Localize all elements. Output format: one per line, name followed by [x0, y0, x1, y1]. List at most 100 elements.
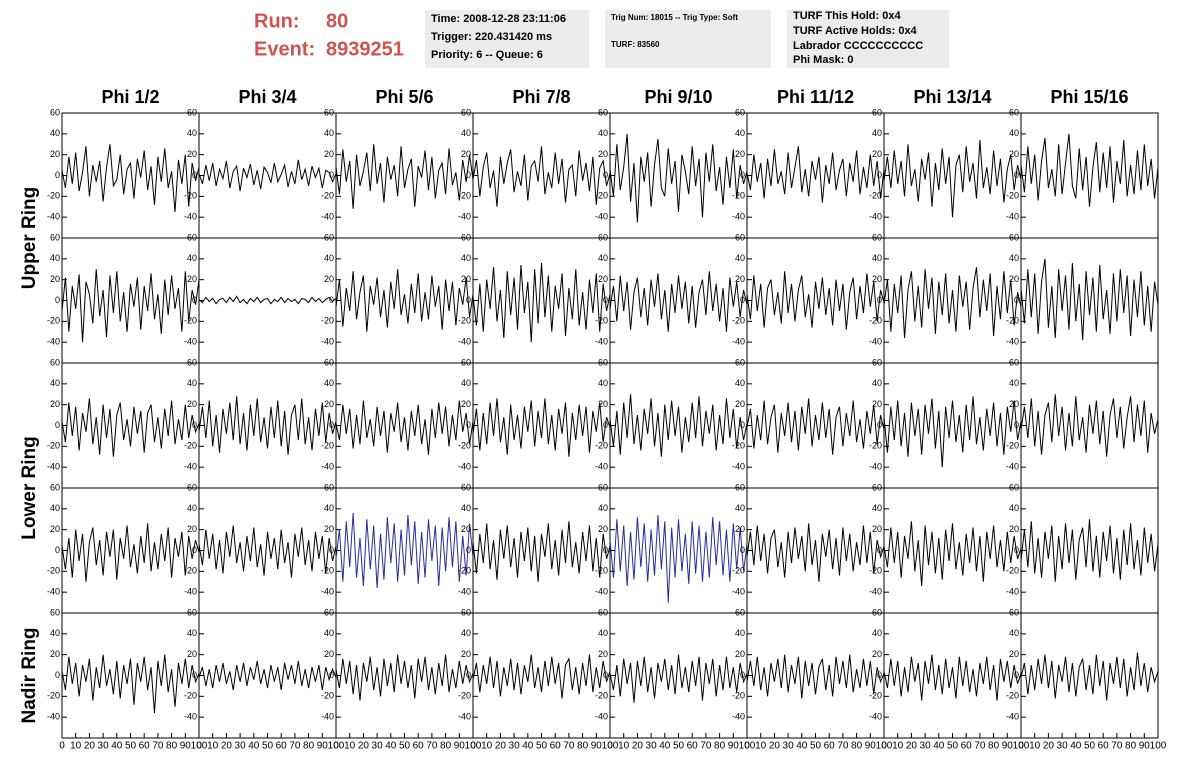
column-title: Phi 3/4 — [238, 87, 296, 107]
waveform — [472, 262, 611, 343]
y-tick-label: -40 — [321, 712, 334, 722]
y-tick-label: -20 — [869, 441, 882, 451]
x-tick-label: 90 — [180, 741, 192, 752]
y-tick-label: -20 — [458, 691, 471, 701]
x-tick-label: 0 — [333, 741, 339, 752]
waveform — [335, 654, 474, 701]
y-tick-label: 40 — [735, 253, 745, 263]
y-tick-label: -20 — [732, 191, 745, 201]
x-tick-label: 20 — [495, 741, 507, 752]
x-tick-label: 50 — [810, 741, 822, 752]
info-text: TURF This Hold: 0x4 — [793, 10, 901, 22]
x-tick-label: 10 — [755, 741, 767, 752]
y-tick-label: 0 — [466, 545, 471, 555]
x-tick-label: 40 — [248, 741, 260, 752]
info-text: TURF Active Holds: 0x4 — [793, 25, 918, 37]
y-tick-label: 60 — [1009, 482, 1019, 492]
x-tick-label: 100 — [739, 741, 756, 752]
y-tick-label: 40 — [187, 503, 197, 513]
y-tick-label: 0 — [55, 670, 60, 680]
info-text: Priority: 6 -- Queue: 6 — [431, 49, 543, 61]
y-tick-label: 60 — [598, 357, 608, 367]
x-tick-label: 100 — [465, 741, 482, 752]
waveform — [198, 660, 337, 691]
y-tick-label: 60 — [461, 232, 471, 242]
y-tick-label: 60 — [598, 607, 608, 617]
waveform — [746, 654, 885, 699]
y-tick-label: 60 — [1009, 232, 1019, 242]
y-tick-label: 0 — [329, 670, 334, 680]
y-tick-label: 0 — [740, 170, 745, 180]
y-tick-label: -40 — [321, 462, 334, 472]
y-tick-label: -40 — [458, 337, 471, 347]
y-tick-label: 0 — [329, 545, 334, 555]
x-tick-label: 100 — [1150, 741, 1167, 752]
y-tick-label: 60 — [735, 107, 745, 117]
x-tick-label: 50 — [536, 741, 548, 752]
y-tick-label: 20 — [735, 524, 745, 534]
y-tick-label: 60 — [872, 607, 882, 617]
info-text: TURF: 83560 — [611, 40, 660, 49]
y-tick-label: -20 — [732, 316, 745, 326]
x-tick-label: 10 — [207, 741, 219, 752]
x-tick-label: 80 — [577, 741, 589, 752]
y-tick-label: 20 — [50, 149, 60, 159]
column-title: Phi 9/10 — [644, 87, 712, 107]
x-tick-label: 20 — [358, 741, 370, 752]
y-tick-label: 0 — [466, 420, 471, 430]
x-tick-label: 30 — [783, 741, 795, 752]
y-tick-label: 60 — [187, 482, 197, 492]
waveform — [1020, 133, 1159, 207]
y-tick-label: -40 — [184, 337, 197, 347]
y-tick-label: 40 — [50, 503, 60, 513]
y-tick-label: 20 — [187, 399, 197, 409]
y-tick-label: 60 — [50, 107, 60, 117]
y-tick-label: -20 — [184, 316, 197, 326]
y-tick-label: 0 — [192, 670, 197, 680]
y-tick-label: -40 — [321, 587, 334, 597]
y-tick-label: -20 — [321, 316, 334, 326]
y-tick-label: 0 — [740, 545, 745, 555]
x-tick-label: 10 — [618, 741, 630, 752]
waveform — [61, 654, 200, 714]
y-tick-label: 0 — [192, 420, 197, 430]
y-tick-label: -20 — [47, 566, 60, 576]
y-tick-label: 20 — [1009, 524, 1019, 534]
y-tick-label: 40 — [461, 628, 471, 638]
y-tick-label: -20 — [1006, 316, 1019, 326]
y-tick-label: -40 — [595, 212, 608, 222]
info-text: Trigger: 220.431420 ms — [431, 31, 552, 43]
y-tick-label: 60 — [598, 482, 608, 492]
y-tick-label: 60 — [872, 107, 882, 117]
y-tick-label: 40 — [872, 253, 882, 263]
y-tick-label: -40 — [869, 712, 882, 722]
x-tick-label: 20 — [221, 741, 233, 752]
y-tick-label: -40 — [47, 462, 60, 472]
y-tick-label: 20 — [50, 524, 60, 534]
y-tick-label: -20 — [869, 191, 882, 201]
x-tick-label: 90 — [454, 741, 466, 752]
y-tick-label: 20 — [598, 274, 608, 284]
y-tick-label: -20 — [47, 191, 60, 201]
y-tick-label: -40 — [732, 462, 745, 472]
x-tick-label: 50 — [125, 741, 137, 752]
waveform — [883, 521, 1022, 586]
x-tick-label: 60 — [687, 741, 699, 752]
y-tick-label: 40 — [50, 378, 60, 388]
y-tick-label: -40 — [184, 587, 197, 597]
y-tick-label: 40 — [187, 128, 197, 138]
info-box — [787, 10, 949, 68]
waveform — [609, 133, 748, 223]
y-tick-label: -40 — [1006, 587, 1019, 597]
x-tick-label: 40 — [522, 741, 534, 752]
waveform — [198, 396, 337, 455]
y-tick-label: 20 — [598, 399, 608, 409]
info-text: Phi Mask: 0 — [793, 54, 854, 66]
y-tick-label: -20 — [184, 691, 197, 701]
y-tick-label: 60 — [872, 357, 882, 367]
x-tick-label: 90 — [317, 741, 329, 752]
y-tick-label: -40 — [321, 337, 334, 347]
y-tick-label: -40 — [595, 587, 608, 597]
y-tick-label: 0 — [192, 170, 197, 180]
